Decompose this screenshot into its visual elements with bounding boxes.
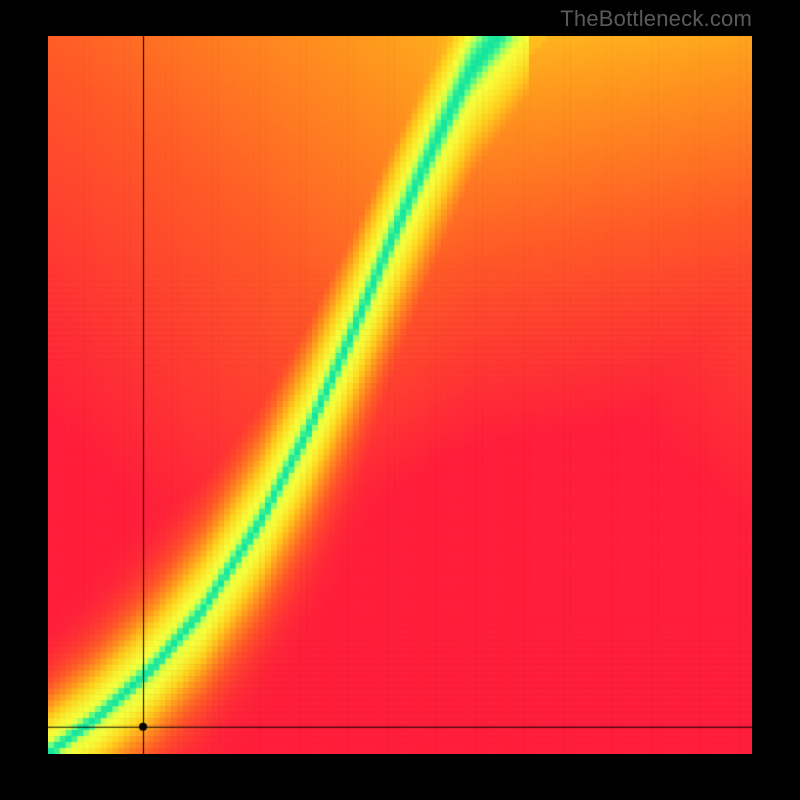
bottleneck-heatmap	[48, 36, 752, 754]
watermark-text: TheBottleneck.com	[560, 6, 752, 32]
chart-container: TheBottleneck.com	[0, 0, 800, 800]
